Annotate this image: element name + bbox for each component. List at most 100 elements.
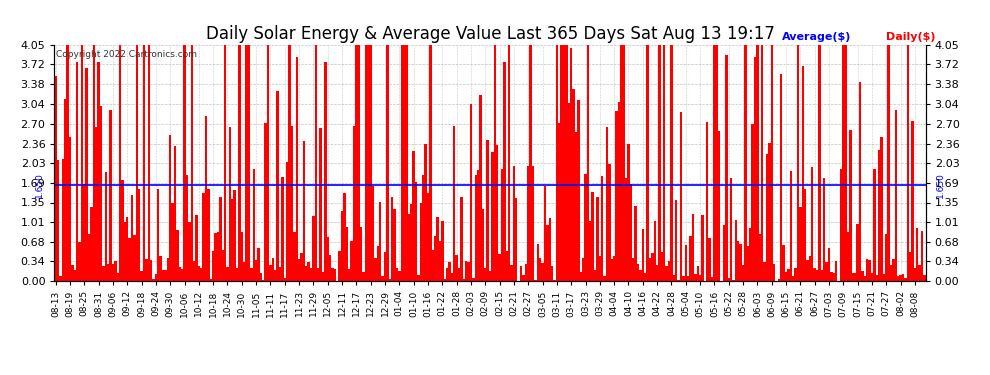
Bar (129, 238, 131, 281)
Bar (283, 278, 286, 281)
Bar (324, 62, 327, 281)
Bar (134, 236, 136, 281)
Bar (315, 45, 317, 281)
Bar (682, 276, 684, 281)
Bar (112, 264, 114, 281)
Bar (376, 246, 379, 281)
Bar (501, 168, 503, 281)
Bar (405, 45, 408, 281)
Bar (589, 221, 591, 281)
Bar (164, 270, 166, 281)
Bar (360, 227, 362, 281)
Bar (415, 182, 417, 281)
Bar (362, 272, 364, 281)
Bar (482, 209, 484, 281)
Bar (271, 258, 274, 281)
Bar (143, 45, 146, 281)
Bar (532, 166, 535, 281)
Bar (496, 145, 498, 281)
Bar (494, 45, 496, 281)
Bar (234, 190, 236, 281)
Bar (472, 278, 474, 281)
Bar (117, 273, 119, 281)
Bar (276, 91, 279, 281)
Bar (814, 268, 816, 281)
Bar (257, 248, 259, 281)
Bar (738, 241, 740, 281)
Bar (544, 186, 546, 281)
Bar (322, 272, 324, 281)
Bar (816, 270, 819, 281)
Bar (618, 102, 620, 281)
Bar (227, 267, 229, 281)
Bar (73, 270, 76, 281)
Bar (198, 266, 200, 281)
Bar (222, 251, 224, 281)
Bar (854, 273, 856, 281)
Bar (95, 127, 97, 281)
Bar (640, 270, 642, 281)
Bar (427, 193, 430, 281)
Bar (792, 276, 794, 281)
Bar (444, 279, 446, 281)
Bar (575, 132, 577, 281)
Bar (742, 265, 744, 281)
Bar (305, 266, 308, 281)
Bar (885, 234, 887, 281)
Bar (689, 236, 692, 281)
Bar (625, 178, 628, 281)
Bar (286, 162, 288, 281)
Bar (181, 268, 183, 281)
Bar (329, 255, 332, 281)
Bar (61, 159, 64, 281)
Bar (871, 273, 873, 281)
Bar (100, 106, 102, 281)
Bar (114, 261, 117, 281)
Bar (398, 271, 401, 281)
Bar (348, 269, 350, 281)
Bar (782, 245, 785, 281)
Bar (355, 45, 357, 281)
Bar (83, 183, 85, 281)
Bar (157, 189, 159, 281)
Bar (332, 268, 334, 281)
Bar (628, 144, 630, 281)
Bar (453, 126, 455, 281)
Bar (880, 136, 883, 281)
Bar (229, 127, 231, 281)
Bar (200, 268, 202, 281)
Bar (243, 262, 246, 281)
Bar (518, 280, 520, 281)
Bar (90, 207, 93, 281)
Bar (457, 268, 460, 281)
Bar (577, 100, 579, 281)
Bar (672, 275, 675, 281)
Bar (389, 279, 391, 281)
Bar (842, 45, 844, 281)
Bar (677, 280, 680, 281)
Bar (630, 184, 632, 281)
Bar (563, 45, 565, 281)
Bar (334, 269, 336, 281)
Bar (288, 45, 291, 281)
Text: Copyright 2022 Cartronics.com: Copyright 2022 Cartronics.com (56, 50, 197, 59)
Bar (195, 215, 198, 281)
Bar (721, 280, 723, 281)
Bar (550, 266, 553, 281)
Bar (537, 244, 539, 281)
Bar (794, 268, 797, 281)
Bar (723, 225, 725, 281)
Bar (730, 178, 733, 281)
Bar (846, 232, 849, 281)
Bar (269, 265, 271, 281)
Bar (434, 236, 437, 281)
Bar (887, 45, 890, 281)
Bar (646, 45, 648, 281)
Bar (694, 274, 697, 281)
Bar (217, 232, 219, 281)
Bar (806, 260, 809, 281)
Bar (890, 265, 892, 281)
Bar (826, 262, 828, 281)
Bar (570, 48, 572, 281)
Bar (119, 45, 122, 281)
